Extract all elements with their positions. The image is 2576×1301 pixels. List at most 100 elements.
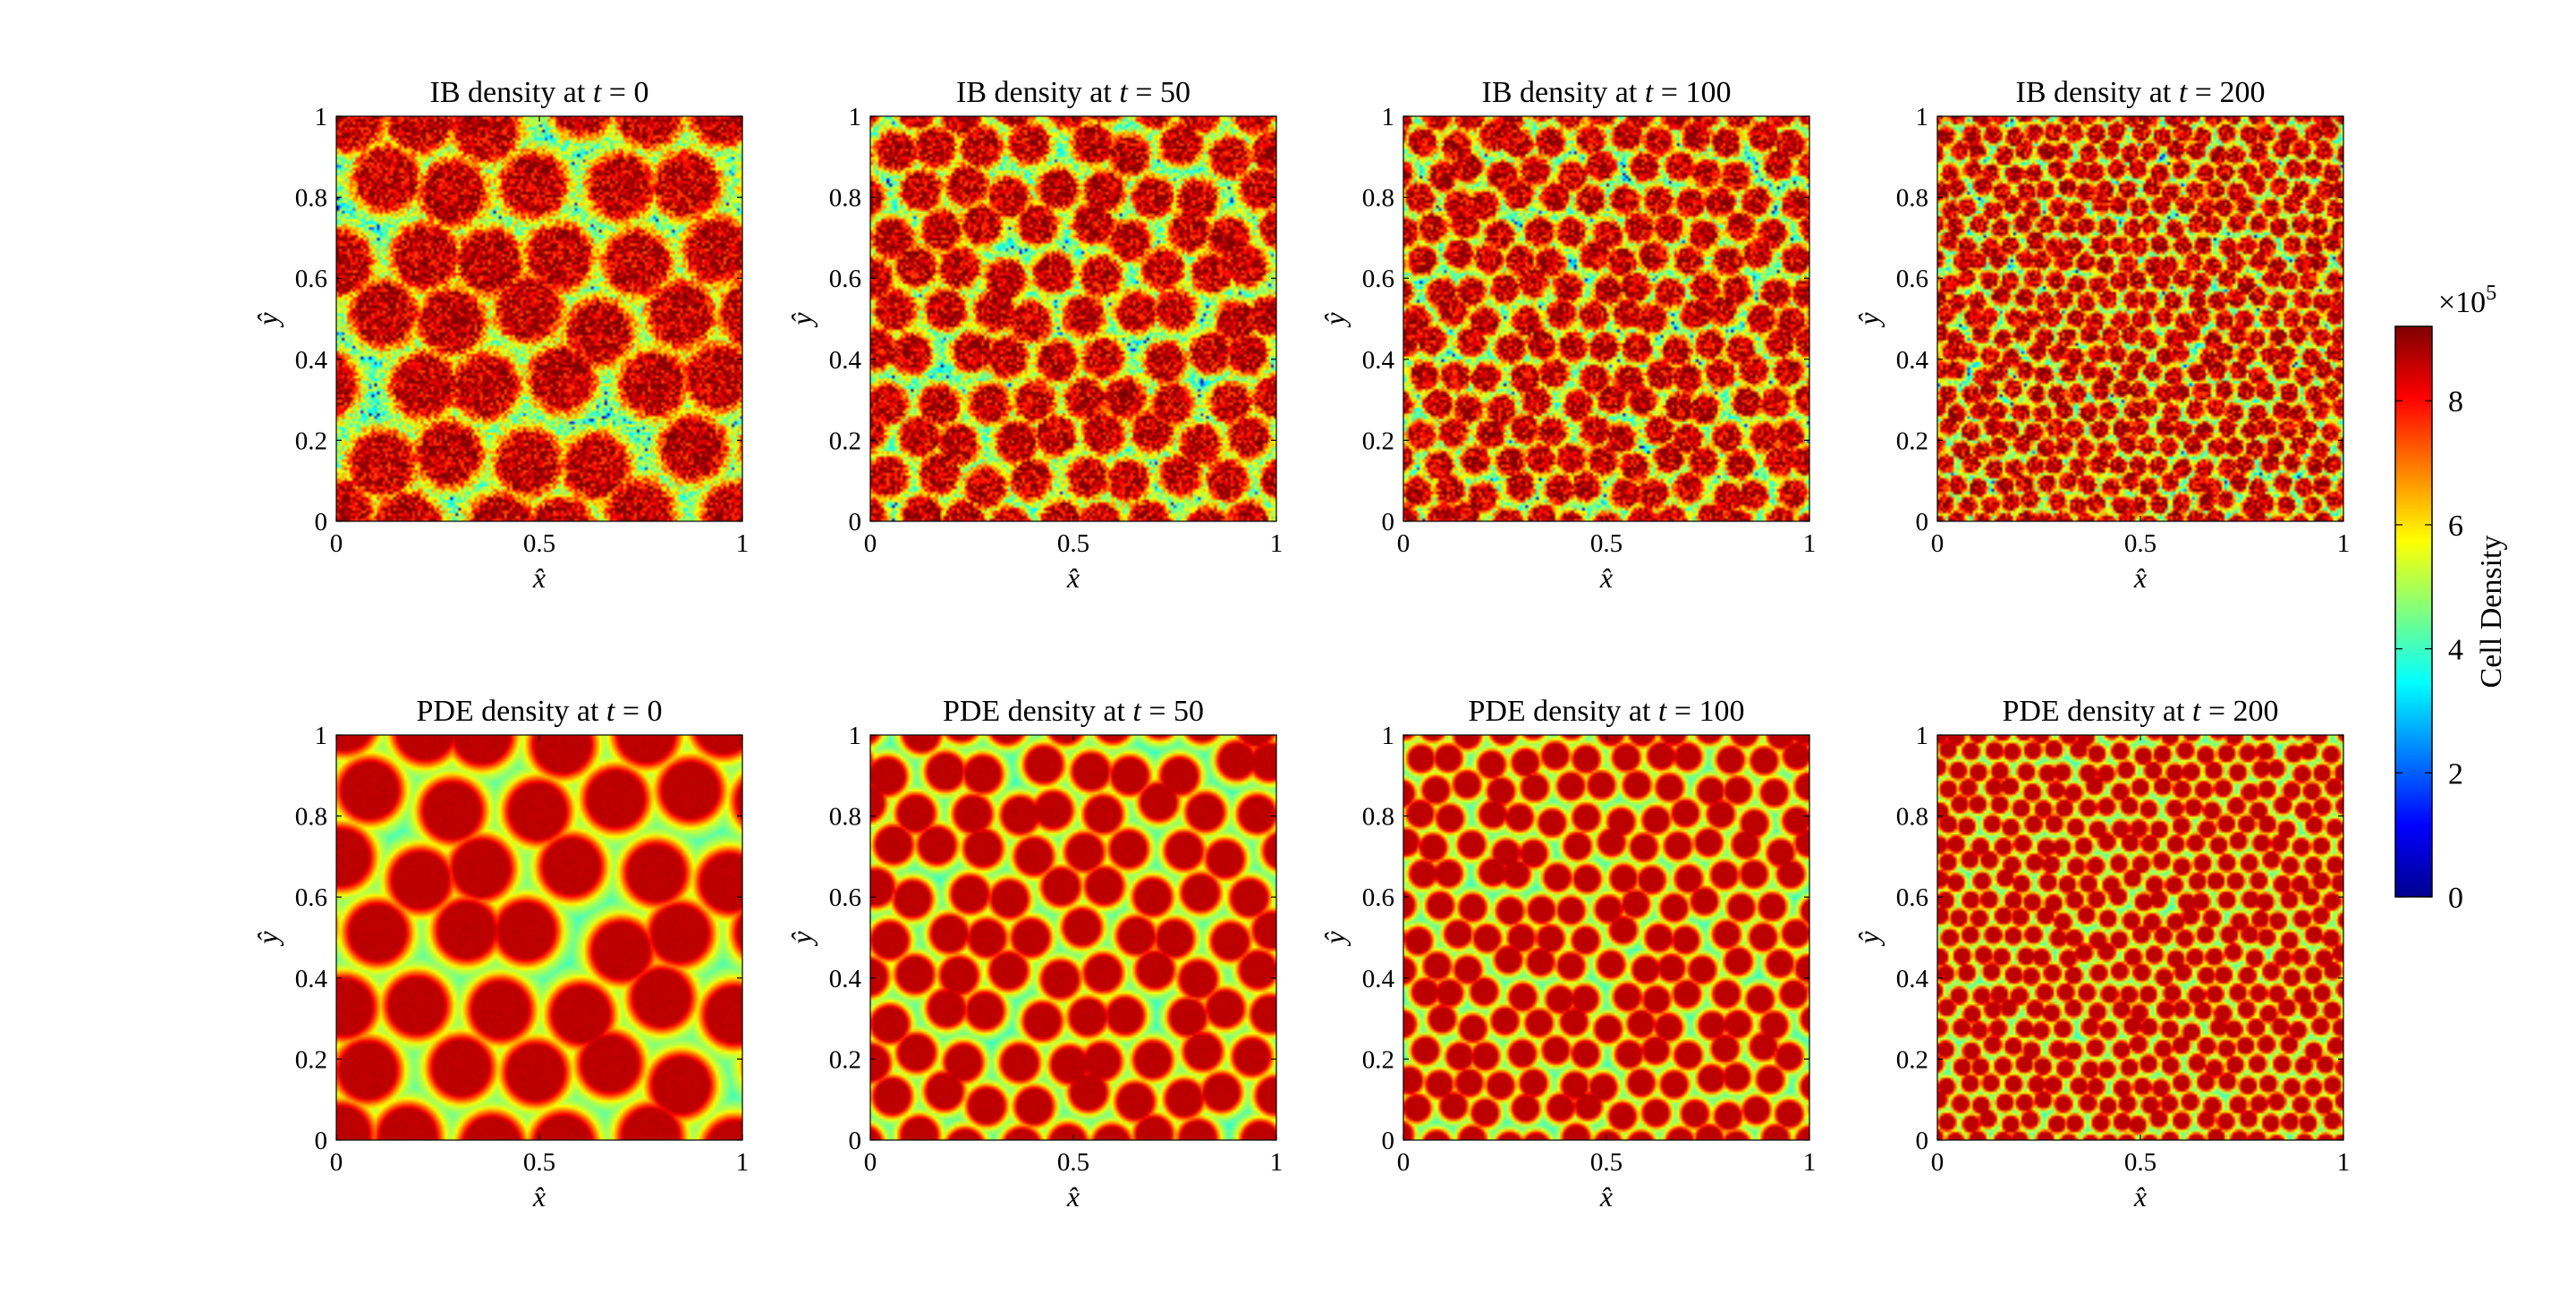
y-tick-label: 0.4	[295, 965, 328, 993]
x-tick-label: 0	[330, 1148, 343, 1177]
x-tick-label: 0.5	[1590, 529, 1623, 558]
x-axis-label: x̂	[532, 562, 546, 594]
y-tick-label: 0.2	[1896, 1045, 1928, 1074]
colorbar-ticks: 0 2 4 6 8	[2395, 385, 2463, 915]
x-tick-label: 0	[1397, 529, 1411, 558]
x-tick-label: 1	[736, 1148, 750, 1177]
x-tick-label: 1	[2337, 1148, 2351, 1177]
y-tick-label: 0	[1916, 508, 1929, 536]
x-tick-label: 0.5	[523, 529, 555, 558]
y-tick-label: 0.8	[1896, 803, 1928, 832]
panel-title-prefix: IB density at	[1482, 76, 1645, 109]
y-tick-label: 0.2	[1362, 427, 1394, 455]
panel-title-var: t	[2179, 76, 2189, 109]
y-tick-label: 0.8	[295, 803, 327, 832]
colorbar-tick-label: 2	[2448, 757, 2463, 790]
x-axis-label: x̂	[1599, 562, 1613, 594]
x-tick-label: 0.5	[1590, 1148, 1623, 1177]
panel-title-var: t	[1658, 695, 1668, 728]
y-tick-label: 1	[1382, 103, 1395, 131]
heatmap-ib-t100	[1403, 116, 1809, 521]
colorbar-tick-label: 0	[2448, 882, 2463, 915]
panel-title-value: = 0	[614, 695, 662, 728]
y-tick-label: 1	[1916, 722, 1929, 750]
panel-title-var: t	[1132, 695, 1142, 728]
panel-pde-t50: PDE density at t = 50 0 0.5 1 0 0.2 0.4 0.6 0.8 1…	[785, 695, 1283, 1212]
heatmap-pde-t0	[336, 735, 742, 1140]
x-axis-label: x̂	[1599, 1180, 1613, 1212]
panel-title-prefix: PDE density at	[1468, 695, 1657, 728]
y-tick-label: 0.4	[1896, 965, 1929, 993]
y-tick-label: 1	[849, 722, 862, 750]
panel-title-var: t	[2192, 695, 2202, 728]
heatmap-pde-t200	[1937, 735, 2343, 1140]
y-tick-label: 0.4	[1362, 965, 1395, 993]
colorbar: 0 2 4 6 8 ×105 Cell Density	[2394, 282, 2508, 915]
panel-ib-t0: IB density at t = 0 0 0.5 1 0 0.2 0.4 0.6 0.8 1 x̂…	[251, 76, 749, 594]
y-tick-label: 0	[1916, 1127, 1929, 1155]
y-axis-label: ŷ	[251, 312, 284, 328]
panel-ib-t200: IB density at t = 200 0 0.5 1 0 0.2 0.4 0.6 0.8 1…	[1852, 76, 2350, 594]
y-tick-label: 0.6	[295, 883, 327, 912]
heatmap-ib-t200	[1937, 116, 2343, 521]
y-axis-label: ŷ	[785, 312, 818, 328]
heatmap-pde-t100	[1403, 735, 1809, 1140]
panel-title-var: t	[606, 695, 616, 728]
y-tick-label: 1	[1916, 103, 1929, 131]
y-tick-label: 0	[315, 508, 328, 536]
x-tick-label: 0.5	[523, 1148, 555, 1177]
y-tick-label: 1	[1382, 722, 1395, 750]
y-tick-label: 0.8	[829, 184, 861, 213]
panel-title-var: t	[1119, 76, 1129, 109]
y-tick-label: 0.2	[295, 427, 327, 455]
colorbar-label: Cell Density	[2475, 536, 2508, 689]
panel-pde-t0: PDE density at t = 0 0 0.5 1 0 0.2 0.4 0.6 0.8 1 x…	[251, 695, 749, 1212]
x-tick-label: 1	[736, 529, 750, 558]
y-tick-label: 0.6	[1362, 265, 1394, 293]
panel-title-prefix: IB density at	[2016, 76, 2179, 109]
y-tick-label: 0.6	[829, 883, 861, 912]
panel-pde-t200: PDE density at t = 200 0 0.5 1 0 0.2 0.4 0.6 0.8…	[1852, 695, 2350, 1212]
y-tick-label: 0.4	[829, 965, 862, 993]
panel-pde-t100: PDE density at t = 100 0 0.5 1 0 0.2 0.4 0.6 0.8…	[1318, 695, 1816, 1212]
y-tick-label: 0	[1382, 1127, 1395, 1155]
y-tick-label: 0.6	[1896, 883, 1928, 912]
x-tick-label: 1	[2337, 529, 2351, 558]
y-axis-label: ŷ	[785, 931, 818, 947]
y-tick-label: 0.6	[1362, 883, 1394, 912]
y-tick-label: 0	[849, 508, 862, 536]
y-tick-label: 0.2	[1362, 1045, 1394, 1074]
y-tick-label: 0.2	[295, 1045, 327, 1074]
x-tick-label: 0.5	[2124, 1148, 2157, 1177]
x-tick-label: 1	[1803, 1148, 1817, 1177]
panel-title-value: = 100	[1666, 695, 1744, 728]
x-axis-label: x̂	[2133, 1180, 2147, 1212]
panel-title: IB density at t = 50	[956, 76, 1191, 109]
colorbar-exponent: ×105	[2438, 282, 2496, 319]
x-tick-label: 1	[1270, 529, 1284, 558]
y-tick-label: 0.2	[829, 1045, 861, 1074]
panel-title-prefix: PDE density at	[943, 695, 1132, 728]
x-tick-label: 0	[1931, 1148, 1945, 1177]
x-axis-label: x̂	[2133, 562, 2147, 594]
x-tick-label: 0	[864, 529, 877, 558]
panel-title-prefix: PDE density at	[416, 695, 606, 728]
x-tick-label: 1	[1803, 529, 1817, 558]
panel-title-value: = 100	[1653, 76, 1731, 109]
heatmap-ib-t50	[870, 116, 1276, 521]
panel-title: PDE density at t = 50	[943, 695, 1204, 728]
panel-title-value: = 200	[2200, 695, 2278, 728]
y-axis-label: ŷ	[1852, 312, 1885, 328]
y-tick-label: 0.8	[1362, 803, 1394, 832]
colorbar-tick-label: 6	[2448, 510, 2463, 543]
y-tick-label: 0.4	[1362, 346, 1395, 375]
panel-grid: IB density at t = 0 0 0.5 1 0 0.2 0.4 0.6 0.8 1 x̂…	[251, 76, 2350, 1212]
x-tick-label: 0	[1397, 1148, 1411, 1177]
panel-title-value: = 200	[2187, 76, 2265, 109]
y-tick-label: 0.4	[829, 346, 862, 375]
y-axis-label: ŷ	[1318, 312, 1351, 328]
y-tick-label: 0.2	[829, 427, 861, 455]
y-tick-label: 0	[1382, 508, 1395, 536]
panel-title: IB density at t = 200	[2016, 76, 2266, 109]
